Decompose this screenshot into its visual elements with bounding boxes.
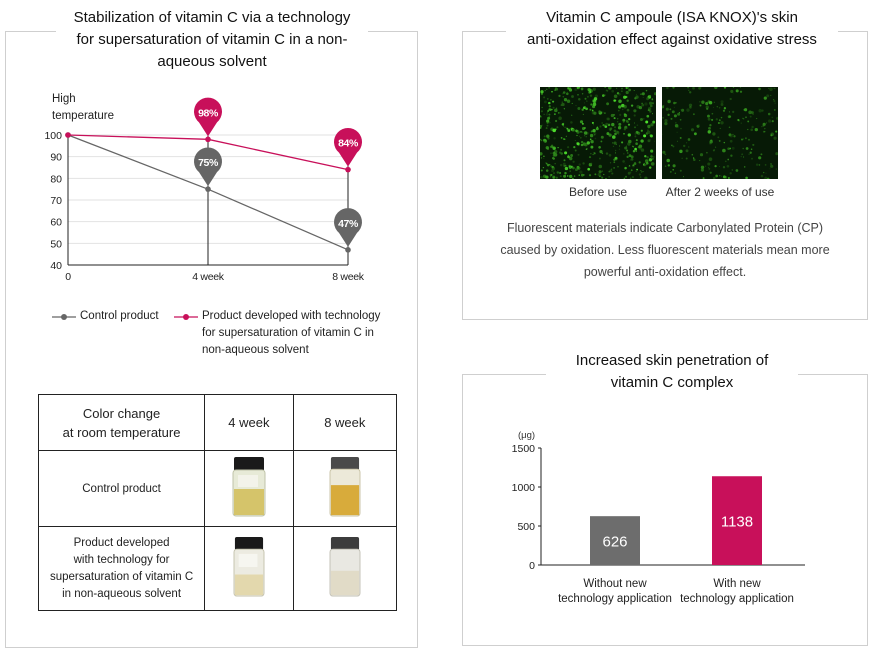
y-axis-label: High [52, 93, 76, 105]
x-tick-label: 0 [65, 271, 71, 283]
title-line: for supersaturation of vitamin C in a no… [76, 31, 348, 48]
jar-image [232, 457, 266, 517]
y-tick-label: 80 [50, 173, 62, 185]
y-tick-label: 50 [50, 238, 62, 250]
legend-control-marker [52, 314, 76, 320]
chart-legend: Control product Product developed with t… [52, 308, 392, 358]
y-tick-label: 70 [50, 195, 62, 207]
jar-image-cell [292, 526, 398, 611]
category-label: With new [713, 578, 761, 590]
table-header-cell: Color change at room temperature [37, 394, 206, 451]
bar [590, 516, 640, 565]
row-label: Control product [37, 450, 206, 527]
data-point [65, 132, 71, 138]
y-tick-label: 1500 [512, 443, 536, 455]
data-point [205, 136, 211, 143]
bar-value-label: 1138 [721, 514, 753, 531]
category-label: Without new [583, 578, 647, 590]
y-tick-label: 90 [50, 152, 62, 164]
y-axis-label: temperature [52, 110, 114, 122]
data-label: 47% [338, 218, 359, 230]
y-tick-label: 40 [50, 260, 62, 272]
x-tick-label: 8 week [332, 271, 365, 283]
data-point [205, 186, 211, 192]
table-header-cell: 8 week [292, 394, 398, 451]
jar-image [233, 537, 265, 597]
anti-oxidation-description: Fluorescent materials indicate Carbonyla… [500, 221, 830, 279]
data-label: 84% [338, 138, 359, 150]
fluorescent-speckles [662, 87, 778, 179]
y-tick-label: 1000 [512, 482, 536, 494]
title-line: Stabilization of vitamin C via a technol… [73, 9, 351, 26]
table-row: Product developed with technology for su… [37, 526, 398, 611]
legend-control-label: Control product [80, 310, 159, 322]
legend-developed-label: Product developed with technology for su… [202, 310, 381, 356]
micrograph-before-image [540, 87, 656, 179]
data-label-pin [334, 127, 362, 167]
unit-label: (μg) [518, 430, 535, 441]
caption-after: After 2 weeks of use [665, 185, 775, 199]
micrograph-after-image [662, 87, 778, 179]
color-change-table: Color change at room temperature 4 week … [37, 394, 398, 611]
stabilization-title: Stabilization of vitamin C via a technol… [56, 7, 368, 73]
y-tick-label: 0 [529, 560, 535, 572]
table-row: Control product [37, 450, 398, 527]
data-point [345, 166, 351, 173]
data-label: 75% [198, 157, 219, 169]
penetration-bar-chart: (μg) 0 500 1000 1500 626 Without new technology… [512, 430, 805, 605]
jar-image-cell [204, 450, 294, 527]
caption-before: Before use [568, 185, 628, 199]
stability-line-chart: High temperature 40 50 60 70 80 90 100 0 4 week 8 w… [44, 93, 365, 283]
anti-oxidation-title: Vitamin C ampoule (ISA KNOX)'s skin anti… [506, 7, 838, 51]
fluorescent-speckles [540, 87, 656, 179]
data-label-pin [334, 208, 362, 247]
bar-value-label: 626 [602, 534, 627, 551]
category-label: technology application [680, 593, 794, 605]
category-label: technology application [558, 593, 672, 605]
penetration-panel [462, 374, 868, 646]
jar-image [329, 457, 361, 517]
data-label-pin [193, 97, 222, 137]
micrograph-background [662, 87, 778, 179]
jar-image-cell [292, 450, 398, 527]
x-tick-label: 4 week [192, 271, 225, 283]
y-tick-label: 100 [44, 130, 62, 142]
jar-image-cell [204, 526, 294, 611]
y-tick-label: 500 [517, 521, 535, 533]
data-point [345, 247, 351, 253]
data-label: 98% [198, 107, 219, 119]
row-label: Product developed with technology for su… [37, 526, 206, 611]
bar [712, 476, 762, 565]
legend-developed-marker [174, 314, 198, 320]
y-tick-label: 60 [50, 217, 62, 229]
table-header-row: Color change at room temperature 4 week … [37, 394, 398, 451]
title-line: aqueous solvent [157, 53, 267, 70]
jar-image [329, 537, 361, 597]
penetration-title: Increased skin penetration of vitamin C … [546, 350, 798, 394]
table-header-cell: 4 week [204, 394, 294, 451]
data-label-pin [193, 147, 222, 187]
